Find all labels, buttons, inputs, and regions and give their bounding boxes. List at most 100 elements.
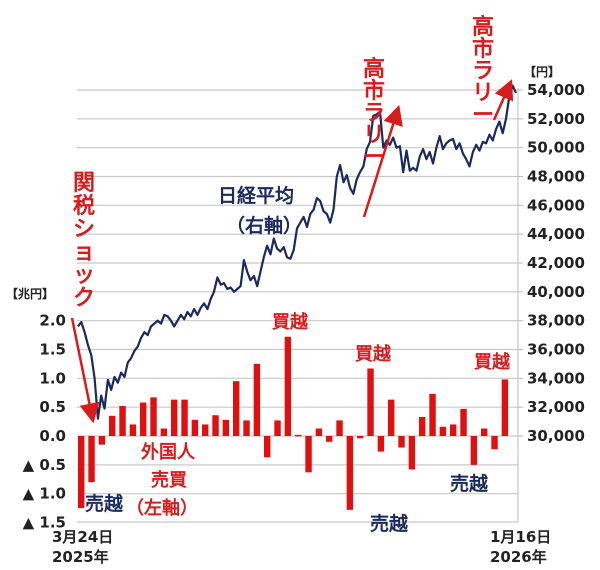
bar: [491, 436, 498, 450]
takaichi-rally-arrow-2: [492, 79, 514, 121]
bar: [274, 420, 281, 436]
label-char: 高: [363, 56, 385, 82]
bar: [160, 428, 168, 436]
label-char: 関: [73, 171, 95, 196]
x-start-date: 3月24日: [52, 528, 113, 546]
label-char: リ: [363, 123, 385, 148]
left-axis-tick-label: 2.0: [39, 312, 66, 330]
left-axis-tick-label: ▲ 0.5: [23, 456, 66, 474]
net-sell-label-2: 売越: [370, 512, 409, 535]
net-sell-label-3: 売越: [450, 472, 489, 495]
trade-label: 売買: [151, 469, 187, 491]
bar: [253, 363, 261, 436]
right-axis-tick-label: 42,000: [527, 254, 585, 272]
nikkei-line: [77, 84, 517, 420]
right-axis-tick-label: 52,000: [527, 110, 585, 128]
bar: [439, 426, 447, 436]
left-axis-tick-label: ▲ 1.0: [23, 485, 66, 503]
bar: [398, 436, 405, 448]
label-char: 高: [472, 14, 494, 40]
left-axis-note: （左軸）: [126, 497, 198, 519]
right-axis-unit: 【円】: [524, 64, 560, 79]
nikkei-label: 日経平均: [218, 184, 294, 207]
left-axis-tick-label: ▲ 1.5: [23, 514, 66, 532]
label-char: ー: [472, 103, 494, 128]
label-char: ョ: [73, 240, 95, 265]
right-axis-tick-label: 44,000: [527, 225, 585, 243]
right-axis-tick-label: 54,000: [527, 81, 585, 99]
right-axis-tick-label: 50,000: [527, 139, 585, 157]
bar: [295, 434, 302, 437]
left-axis-tick-label: 0.0: [39, 427, 66, 445]
label-char: ラ: [363, 101, 385, 126]
bar: [171, 399, 178, 436]
bar: [357, 436, 364, 439]
net-buy-label-3: 買越: [474, 351, 511, 373]
bar: [336, 420, 343, 436]
x-end-year: 2026年: [490, 548, 547, 566]
x-end-date: 1月16日: [490, 528, 551, 546]
bar: [388, 399, 395, 436]
right-axis-ticks: 54,000 52,000 50,000 48,000 46,000 44,000 42,0…: [518, 81, 585, 445]
foreign-trade-bars: [78, 336, 509, 510]
bar: [191, 419, 199, 436]
bar: [243, 420, 250, 436]
right-axis-tick-label: 48,000: [527, 168, 585, 186]
net-buy-label-1: 買越: [272, 311, 309, 333]
tariff-shock-arrow: [70, 317, 100, 424]
bar: [367, 368, 374, 436]
right-axis-tick-label: 36,000: [527, 341, 585, 359]
left-axis-tick-label: 1.5: [39, 340, 66, 358]
label-char: ッ: [73, 263, 95, 288]
bar: [88, 436, 95, 483]
right-axis-tick-label: 46,000: [527, 196, 585, 214]
bar: [450, 424, 457, 436]
bar: [470, 436, 478, 465]
bar: [222, 419, 230, 436]
bar: [264, 436, 271, 458]
label-char: シ: [73, 217, 95, 242]
label-char: 市: [363, 78, 385, 104]
left-axis-unit: 【兆円】: [6, 286, 54, 301]
label-char: ク: [73, 286, 95, 311]
bar: [408, 436, 416, 470]
right-axis-tick-label: 30,000: [527, 427, 585, 445]
bar: [119, 405, 126, 436]
takaichi-rally-arrow-1: [362, 104, 403, 218]
bar: [109, 415, 116, 436]
bar: [419, 416, 426, 436]
bar: [377, 436, 385, 452]
bar: [305, 436, 312, 473]
bar: [315, 428, 323, 436]
bar: [98, 436, 106, 445]
right-axis-tick-label: 34,000: [527, 369, 585, 387]
bar: [129, 424, 137, 436]
nikkei-axis-label: （右軸）: [226, 214, 302, 237]
bar: [326, 436, 333, 442]
bar: [233, 381, 240, 436]
left-axis-tick-label: 1.0: [39, 369, 66, 387]
left-axis-tick-label: 0.5: [39, 398, 66, 416]
right-axis-tick-label: 38,000: [527, 312, 585, 330]
net-sell-label-1: 売越: [85, 492, 124, 515]
bar: [429, 393, 436, 436]
bar: [78, 436, 85, 509]
x-start-year: 2025年: [52, 548, 109, 566]
bar: [212, 415, 219, 436]
bar: [481, 428, 488, 436]
left-axis-ticks: 2.0 1.5 1.0 0.5 0.0 ▲ 0.5 ▲ 1.0 ▲ 1.5: [23, 312, 66, 532]
right-axis-tick-label: 40,000: [527, 283, 585, 301]
bar: [284, 336, 292, 436]
foreign-label: 外国人: [141, 441, 196, 463]
net-buy-label-2: 買越: [355, 343, 392, 365]
label-char: 税: [73, 193, 95, 219]
bar: [501, 379, 509, 436]
bar: [181, 399, 188, 436]
label-char: 市: [472, 36, 494, 62]
bar: [460, 408, 467, 436]
bar: [202, 424, 209, 436]
